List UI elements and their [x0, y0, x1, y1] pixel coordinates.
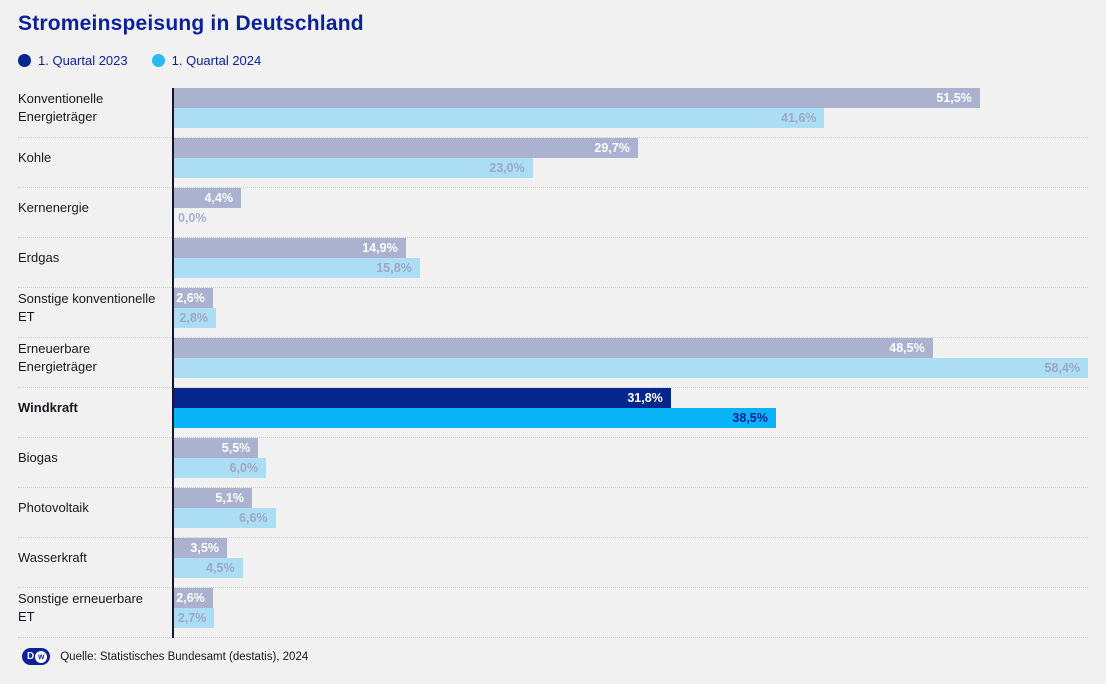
bar-q1-2023: 5,1% [172, 488, 252, 508]
value-label: 2,6% [176, 291, 205, 305]
source-text: Quelle: Statistisches Bundesamt (destati… [60, 650, 309, 663]
bar-chart: Konventionelle Energieträger 51,5% 41,6% Ko… [18, 88, 1088, 638]
bar-track: 51,5% 41,6% [172, 88, 1088, 128]
bar-q1-2023: 14,9% [172, 238, 406, 258]
value-label: 38,5% [732, 411, 768, 425]
page-title: Stromeinspeisung in Deutschland [18, 12, 364, 35]
legend-label: 1. Quartal 2024 [171, 53, 262, 68]
footer: D w Quelle: Statistisches Bundesamt (des… [18, 648, 1088, 665]
infographic: Stromeinspeisung in Deutschland 1. Quart… [18, 12, 1088, 665]
bar-q1-2024: 15,8% [172, 258, 420, 278]
chart-row: Sonstige erneuerbare ET 2,6% 2,7% [18, 588, 1088, 638]
bar-track: 5,5% 6,0% [172, 438, 1088, 478]
value-label: 29,7% [594, 141, 630, 155]
bar-q1-2023: 2,6% [172, 588, 213, 608]
chart-row: Windkraft 31,8% 38,5% [18, 388, 1088, 438]
value-label: 2,6% [176, 591, 205, 605]
value-label: 51,5% [936, 91, 972, 105]
category-label: Konventionelle Energieträger [18, 91, 104, 124]
category-label: Sonstige erneuerbare ET [18, 591, 144, 624]
bar-q1-2023: 4,4% [172, 188, 241, 208]
bar-track: 4,4% 0,0% [172, 188, 1088, 228]
value-label: 14,9% [362, 241, 398, 255]
chart-rows: Konventionelle Energieträger 51,5% 41,6% Ko… [18, 88, 1088, 638]
category-label: Sonstige konventionelle ET [18, 291, 156, 324]
bar-q1-2024: 4,5% [172, 558, 243, 578]
bar-q1-2024: 6,0% [172, 458, 267, 478]
bar-q1-2024: 38,5% [172, 408, 776, 428]
bar-q1-2024: 2,8% [172, 308, 216, 328]
value-label: 5,5% [221, 441, 251, 455]
bar-q1-2023: 5,5% [172, 438, 259, 458]
category-label: Kernenergie [18, 200, 89, 215]
bar-q1-2024: 41,6% [172, 108, 825, 128]
value-label: 31,8% [627, 391, 663, 405]
value-label: 23,0% [489, 161, 525, 175]
bar-track: 48,5% 58,4% [172, 338, 1088, 378]
legend-item: 1. Quartal 2024 [151, 53, 262, 68]
category-label: Windkraft [18, 400, 78, 415]
bar-q1-2023: 29,7% [172, 138, 638, 158]
legend: 1. Quartal 2023 1. Quartal 2024 [18, 53, 1088, 68]
chart-row: Biogas 5,5% 6,0% [18, 438, 1088, 488]
value-label: 3,5% [190, 541, 219, 555]
bar-q1-2023: 2,6% [172, 288, 213, 308]
legend-dot-icon [151, 54, 165, 67]
category-label: Biogas [18, 450, 58, 465]
chart-row: Photovoltaik 5,1% 6,6% [18, 488, 1088, 538]
value-label: 48,5% [889, 341, 925, 355]
category-label: Erneuerbare Energieträger [18, 341, 97, 374]
legend-dot-icon [18, 54, 31, 67]
bar-q1-2023: 3,5% [172, 538, 227, 558]
bar-q1-2023: 31,8% [172, 388, 671, 408]
chart-row: Konventionelle Energieträger 51,5% 41,6% [18, 88, 1088, 138]
chart-row: Erneuerbare Energieträger 48,5% 58,4% [18, 338, 1088, 388]
category-label: Photovoltaik [18, 500, 89, 515]
bar-track: 2,6% 2,7% [172, 588, 1088, 628]
category-label: Erdgas [18, 250, 60, 265]
bar-q1-2024: 6,6% [172, 508, 276, 528]
chart-row: Wasserkraft 3,5% 4,5% [18, 538, 1088, 588]
chart-row: Kohle 29,7% 23,0% [18, 138, 1088, 188]
bar-q1-2024: 2,7% [172, 608, 215, 628]
bar-q1-2023: 51,5% [172, 88, 980, 108]
bar-track: 5,1% 6,6% [172, 488, 1088, 528]
value-label: 6,6% [239, 511, 268, 525]
chart-row: Sonstige konventionelle ET 2,6% 2,8% [18, 288, 1088, 338]
dw-logo-letter-w: w [35, 650, 48, 663]
bar-track: 29,7% 23,0% [172, 138, 1088, 178]
bar-track: 31,8% 38,5% [172, 388, 1088, 428]
chart-row: Kernenergie 4,4% 0,0% [18, 188, 1088, 238]
value-label: 15,8% [376, 261, 412, 275]
chart-row: Erdgas 14,9% 15,8% [18, 238, 1088, 288]
category-label: Kohle [18, 150, 52, 165]
value-label: 58,4% [1044, 361, 1080, 375]
bar-q1-2024: 23,0% [172, 158, 533, 178]
dw-logo-letter-d: D [27, 651, 35, 662]
y-axis-line [172, 88, 174, 638]
dw-logo-icon: D w [22, 648, 51, 665]
value-label: 2,7% [177, 611, 207, 625]
value-label: 4,4% [204, 191, 234, 205]
value-label: 5,1% [215, 491, 244, 505]
bar-track: 3,5% 4,5% [172, 538, 1088, 578]
value-label: 6,0% [229, 461, 259, 475]
value-label: 2,8% [179, 311, 208, 325]
bar-track: 2,6% 2,8% [172, 288, 1088, 328]
bar-q1-2024: 58,4% [172, 358, 1088, 378]
value-label: 41,6% [781, 111, 817, 125]
bar-q1-2023: 48,5% [172, 338, 933, 358]
legend-item: 1. Quartal 2023 [18, 53, 128, 68]
legend-label: 1. Quartal 2023 [38, 53, 128, 68]
value-label: 0,0% [178, 211, 207, 225]
bar-track: 14,9% 15,8% [172, 238, 1088, 278]
value-label: 4,5% [206, 561, 235, 575]
category-label: Wasserkraft [18, 550, 87, 565]
